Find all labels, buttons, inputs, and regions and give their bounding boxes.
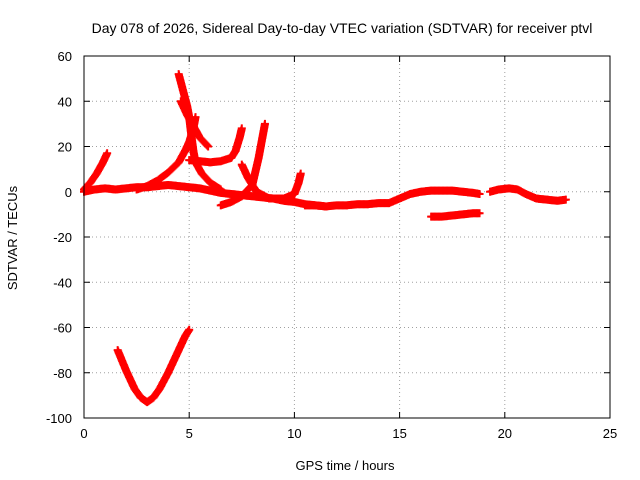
series-arc-f — [176, 97, 213, 151]
y-tick-label: -40 — [53, 275, 72, 290]
data-point — [185, 325, 194, 334]
data-point — [103, 149, 112, 158]
plot-frame — [83, 55, 611, 419]
x-tick-label: 15 — [392, 426, 406, 441]
y-axis-label: SDTVAR / TECUs — [5, 185, 20, 290]
y-tick-label: -20 — [53, 230, 72, 245]
x-tick-label: 20 — [498, 426, 512, 441]
data-points — [80, 70, 570, 407]
chart-title: Day 078 of 2026, Sidereal Day-to-day VTE… — [92, 20, 593, 36]
y-tick-label: 20 — [58, 140, 72, 155]
data-point — [475, 209, 484, 218]
y-tick-label: 0 — [65, 185, 72, 200]
series-arc-k — [427, 209, 484, 221]
y-tick-label: -100 — [46, 411, 72, 426]
x-tick-label: 0 — [80, 426, 87, 441]
data-point — [260, 119, 269, 128]
x-tick-label: 25 — [603, 426, 617, 441]
series-arc-i — [237, 160, 305, 203]
y-tick-label: 60 — [58, 49, 72, 64]
series-arc-g — [185, 124, 246, 167]
data-point — [237, 124, 246, 133]
data-point — [216, 185, 225, 194]
x-axis-label: GPS time / hours — [296, 458, 395, 473]
data-point — [475, 190, 484, 199]
x-tick-label: 5 — [186, 426, 193, 441]
grid-layer — [84, 56, 610, 418]
series-arc-c — [113, 325, 194, 407]
data-point — [296, 169, 305, 178]
series-arc-j — [300, 186, 484, 211]
series-arc-l — [486, 184, 570, 205]
data-point — [561, 195, 570, 204]
y-tick-label: 40 — [58, 94, 72, 109]
y-tick-label: -80 — [53, 366, 72, 381]
y-tick-label: -60 — [53, 321, 72, 336]
data-point — [204, 142, 213, 151]
series-arc-a — [80, 149, 112, 194]
x-tick-label: 10 — [287, 426, 301, 441]
